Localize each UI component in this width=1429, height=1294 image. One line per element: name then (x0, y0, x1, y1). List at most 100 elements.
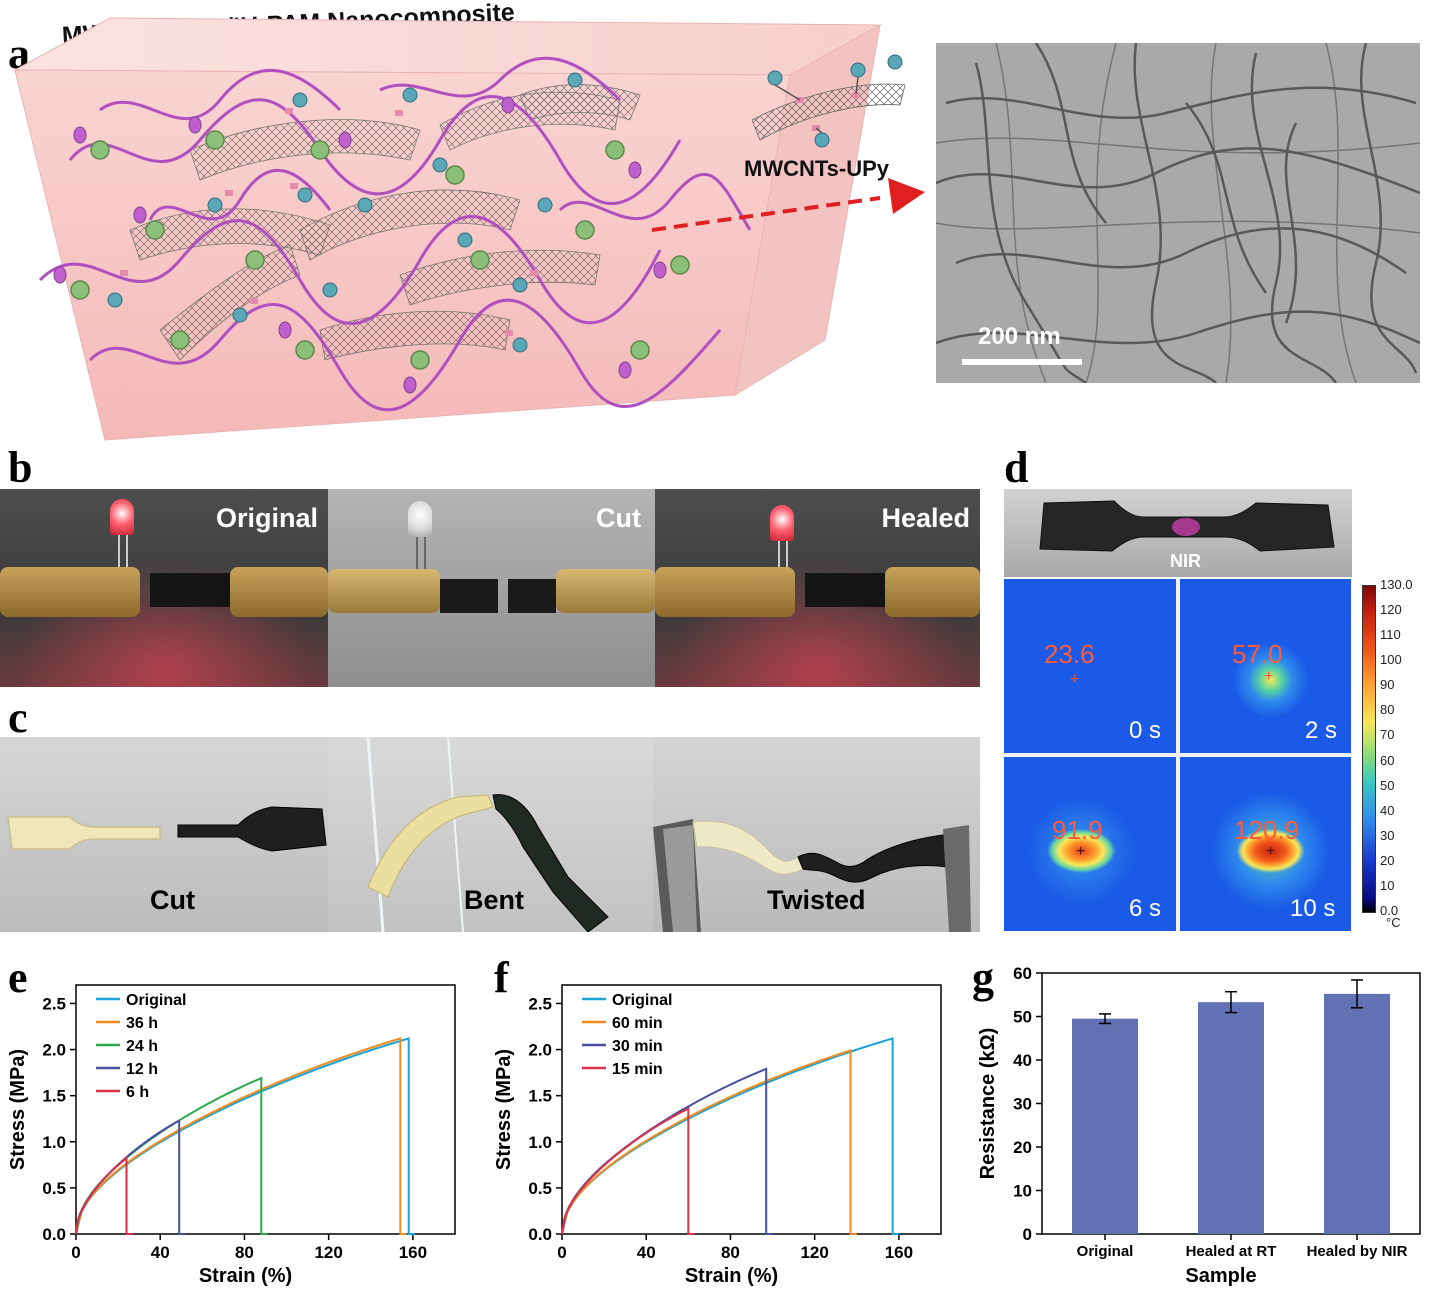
clip-left (0, 567, 140, 617)
led-lit-icon (770, 505, 794, 541)
scale-bar-label: 200 nm (978, 323, 1061, 350)
y-axis-label: Resistance (kΩ) (977, 1028, 999, 1180)
y-tick-label: 60 (1013, 964, 1032, 983)
legend-label: 36 h (126, 1015, 158, 1032)
panel-label-f: f (494, 953, 509, 1002)
colorbar-tick-label: 130.0 (1380, 577, 1413, 592)
upy-units (107, 72, 583, 353)
clip-left (655, 567, 795, 617)
bar (1198, 1002, 1264, 1234)
caption-healed: Healed (881, 503, 970, 533)
upy-linkers (120, 108, 538, 336)
thermal-tile-0s: 23.6 + 0 s (1004, 579, 1176, 753)
y-tick-label: 50 (1013, 1008, 1032, 1027)
y-tick-label: 2.5 (42, 994, 66, 1013)
y-tick-label: 20 (1013, 1138, 1032, 1157)
x-tick-label: 160 (885, 1243, 913, 1262)
pointer-arrow-line (651, 196, 881, 232)
legend-label: 15 min (612, 1061, 663, 1078)
mwcnt-upy-label: MWCNTs-UPy (744, 156, 890, 181)
colorbar-tick-label: 0.0 (1380, 903, 1399, 918)
colorbar-tick-label: 40 (1380, 802, 1395, 818)
block-top-face (13, 17, 882, 76)
legend-label: Original (612, 992, 672, 1009)
y-tick-label: 0.0 (42, 1225, 66, 1244)
sample-piece-left (440, 579, 498, 613)
caption-twisted: Twisted (767, 885, 866, 915)
y-tick-label: 0 (1023, 1225, 1032, 1244)
tem-micrograph: 200 nm (936, 43, 1420, 383)
legend-label: 24 h (126, 1038, 158, 1055)
sample-bent-drawing (366, 737, 609, 932)
y-tick-label: 1.5 (42, 1087, 66, 1106)
x-tick-label: Healed at RT (1186, 1243, 1277, 1260)
x-axis-label: Strain (%) (685, 1265, 778, 1287)
y-tick-label: 1.0 (528, 1133, 552, 1152)
photo-sample-bent: Bent (328, 737, 653, 932)
bar (1324, 993, 1390, 1234)
photo-sample-twisted: Twisted (653, 737, 980, 932)
panel-label-b: b (8, 443, 33, 492)
series-line (561, 1107, 695, 1235)
mwcnt-upy-inset-graphic (751, 54, 906, 148)
crosshair-icon: + (1266, 843, 1276, 860)
series-line (561, 1049, 857, 1235)
colorbar-tick-label: 120 (1380, 602, 1402, 618)
crosshair-icon: + (1070, 671, 1080, 688)
y-tick-label: 0.5 (42, 1179, 66, 1198)
y-tick-label: 10 (1013, 1182, 1032, 1201)
y-tick-label: 2.5 (528, 994, 552, 1013)
x-tick-label: 80 (721, 1243, 740, 1262)
y-tick-label: 1.5 (528, 1087, 552, 1106)
x-tick-label: 120 (314, 1243, 342, 1262)
y-tick-label: 0.5 (528, 1179, 552, 1198)
colorbar-tick-label: 100 (1380, 652, 1402, 668)
x-tick-label: Healed by NIR (1307, 1243, 1408, 1260)
chart-g-resistance-bars: 0 10 20 30 40 50 60 Original Healed at RT Healed … (977, 964, 1421, 1287)
sample-piece-right (508, 579, 556, 613)
photo-led-original: Original (0, 489, 328, 687)
panel-label-g: g (972, 953, 994, 1002)
clip-right (556, 569, 655, 613)
led-off-icon (408, 501, 432, 537)
colorbar-tick-label: 70 (1380, 727, 1395, 743)
plot-frame (561, 984, 942, 1235)
colorbar-tick-label: 110 (1380, 627, 1401, 643)
colorbar-unit: °C (1386, 915, 1401, 930)
tem-fibers (936, 43, 1420, 383)
sample-twisted-drawing (653, 819, 971, 932)
y-tick-label: 2.0 (42, 1041, 66, 1060)
colorbar (1362, 585, 1376, 913)
thermal-tile-6s: 91.9 + 6 s (1004, 757, 1176, 931)
y-tick-label: 0.0 (528, 1225, 552, 1244)
photo-sample-cut: Cut (0, 737, 328, 932)
x-tick-label: 40 (637, 1243, 656, 1262)
polymer-chains (38, 56, 752, 412)
caption-bent: Bent (464, 885, 524, 915)
pointer-arrowhead (888, 178, 925, 214)
colorbar-tick-label: 20 (1380, 852, 1395, 868)
thermal-time-2s: 2 s (1305, 717, 1338, 744)
caption-cut: Cut (150, 885, 195, 915)
thermal-tile-10s: 120.9 + 10 s (1180, 757, 1351, 931)
series-line (75, 1156, 133, 1235)
panel-label-e: e (8, 953, 28, 1002)
colorbar-tick-label: 60 (1380, 752, 1395, 768)
thermal-temp-2s: 57.0 (1232, 639, 1283, 669)
x-tick-label: Original (1077, 1243, 1134, 1260)
bar (1072, 1018, 1138, 1234)
clip-right (885, 567, 980, 617)
scale-bar (962, 359, 1082, 365)
thermal-temp-0s: 23.6 (1044, 639, 1095, 669)
crosshair-icon: + (1264, 668, 1274, 685)
thermal-image-grid: 23.6 + 0 s 57.0 + 2 s 91.9 + 6 s 120.9 +… (1004, 579, 1351, 931)
clip-right (230, 567, 328, 617)
clip-left (328, 569, 440, 613)
photo-nir-sample: NIR (1004, 489, 1352, 577)
x-tick-label: 160 (399, 1243, 427, 1262)
thermal-temp-6s: 91.9 (1052, 815, 1103, 845)
panel-label-c: c (8, 693, 28, 742)
crosshair-icon: + (1076, 843, 1086, 860)
nir-sample-drawing (1039, 500, 1335, 552)
chart-f-stress-strain: 0 40 80 120 160 0.0 0.5 1.0 1.5 2.0 2.5 Strain (%) S… (493, 984, 942, 1287)
